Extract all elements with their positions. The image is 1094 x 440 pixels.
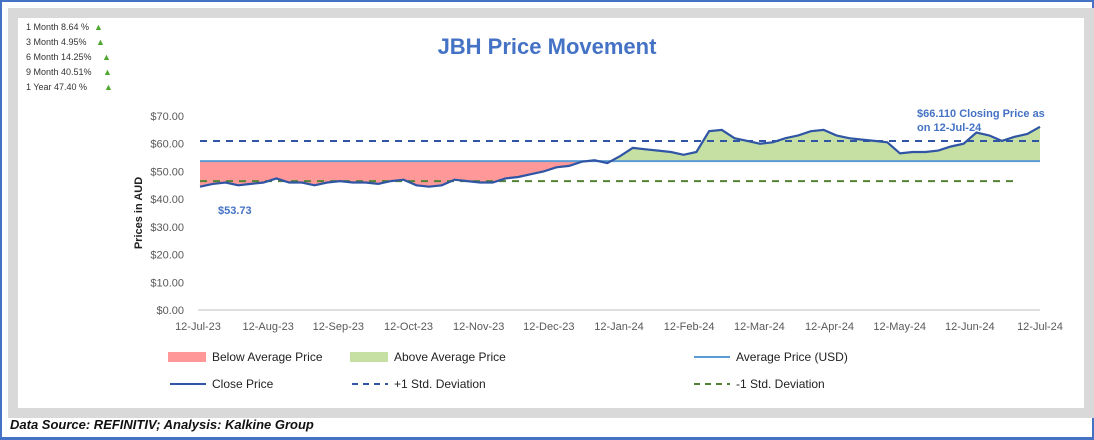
below-average-area <box>200 161 611 187</box>
y-tick-label: $50.00 <box>150 166 184 178</box>
close-price-line <box>199 125 1041 188</box>
above-average-area <box>200 126 1040 162</box>
perf-label: 1 Year 47.40 % <box>26 82 88 92</box>
up-triangle-icon: ▲ <box>104 82 113 92</box>
x-tick-label: 12-Jul-24 <box>1017 321 1063 333</box>
up-triangle-icon: ▲ <box>94 22 103 32</box>
y-axis-label: Prices in AUD <box>133 177 145 249</box>
legend-swatch <box>350 352 388 362</box>
y-tick-label: $70.00 <box>150 111 184 123</box>
x-tick-label: 12-Jul-23 <box>175 321 221 333</box>
legend-label: +1 Std. Deviation <box>394 377 486 391</box>
perf-row: 6 Month 14.25% ▲ <box>26 50 111 65</box>
x-tick-label: 12-Feb-24 <box>664 321 715 333</box>
y-tick-label: $30.00 <box>150 222 184 234</box>
legend-label: Above Average Price <box>394 350 506 364</box>
up-triangle-icon: ▲ <box>103 67 112 77</box>
x-tick-label: 12-Mar-24 <box>734 321 785 333</box>
x-tick-label: 12-Oct-23 <box>384 321 433 333</box>
x-tick-label: 12-Dec-23 <box>523 321 574 333</box>
x-tick-label: 12-Jan-24 <box>594 321 644 333</box>
perf-label: 6 Month 14.25% <box>26 52 92 62</box>
y-tick-label: $20.00 <box>150 250 184 262</box>
perf-row: 3 Month 4.95% ▲ <box>26 35 105 50</box>
data-source-footer: Data Source: REFINITIV; Analysis: Kalkin… <box>10 417 314 432</box>
chart-frame <box>8 8 1094 418</box>
legend-swatch <box>168 352 206 362</box>
x-tick-label: 12-Nov-23 <box>453 321 504 333</box>
legend-label: Below Average Price <box>212 350 323 364</box>
bottom-border <box>0 437 1094 440</box>
performance-summary: 1 Month 8.64 % ▲ 3 Month 4.95% ▲ 6 Month 1… <box>26 20 113 95</box>
perf-row: 1 Month 8.64 % ▲ <box>26 20 103 35</box>
perf-label: 1 Month 8.64 % <box>26 22 90 32</box>
legend-label: -1 Std. Deviation <box>736 377 825 391</box>
y-tick-label: $0.00 <box>156 305 184 317</box>
perf-label: 3 Month 4.95% <box>26 37 87 47</box>
perf-row: 9 Month 40.51% ▲ <box>26 65 112 80</box>
end-price-annotation: $66.110 Closing Price as on 12-Jul-24 <box>917 108 1045 134</box>
x-tick-label: 12-Sep-23 <box>313 321 364 333</box>
x-tick-label: 12-Apr-24 <box>805 321 854 333</box>
legend-label: Average Price (USD) <box>736 350 848 364</box>
x-tick-label: 12-Aug-23 <box>242 321 293 333</box>
y-tick-label: $60.00 <box>150 139 184 151</box>
y-tick-label: $10.00 <box>150 277 184 289</box>
start-price-annotation: $53.73 <box>218 205 252 217</box>
perf-label: 9 Month 40.51% <box>26 67 92 77</box>
x-tick-label: 12-Jun-24 <box>945 321 995 333</box>
chart-title: JBH Price Movement <box>438 34 658 59</box>
legend-label: Close Price <box>212 377 274 391</box>
up-triangle-icon: ▲ <box>102 52 111 62</box>
perf-row: 1 Year 47.40 % ▲ <box>26 80 113 95</box>
y-tick-label: $40.00 <box>150 194 184 206</box>
up-triangle-icon: ▲ <box>96 37 105 47</box>
x-tick-label: 12-May-24 <box>873 321 926 333</box>
